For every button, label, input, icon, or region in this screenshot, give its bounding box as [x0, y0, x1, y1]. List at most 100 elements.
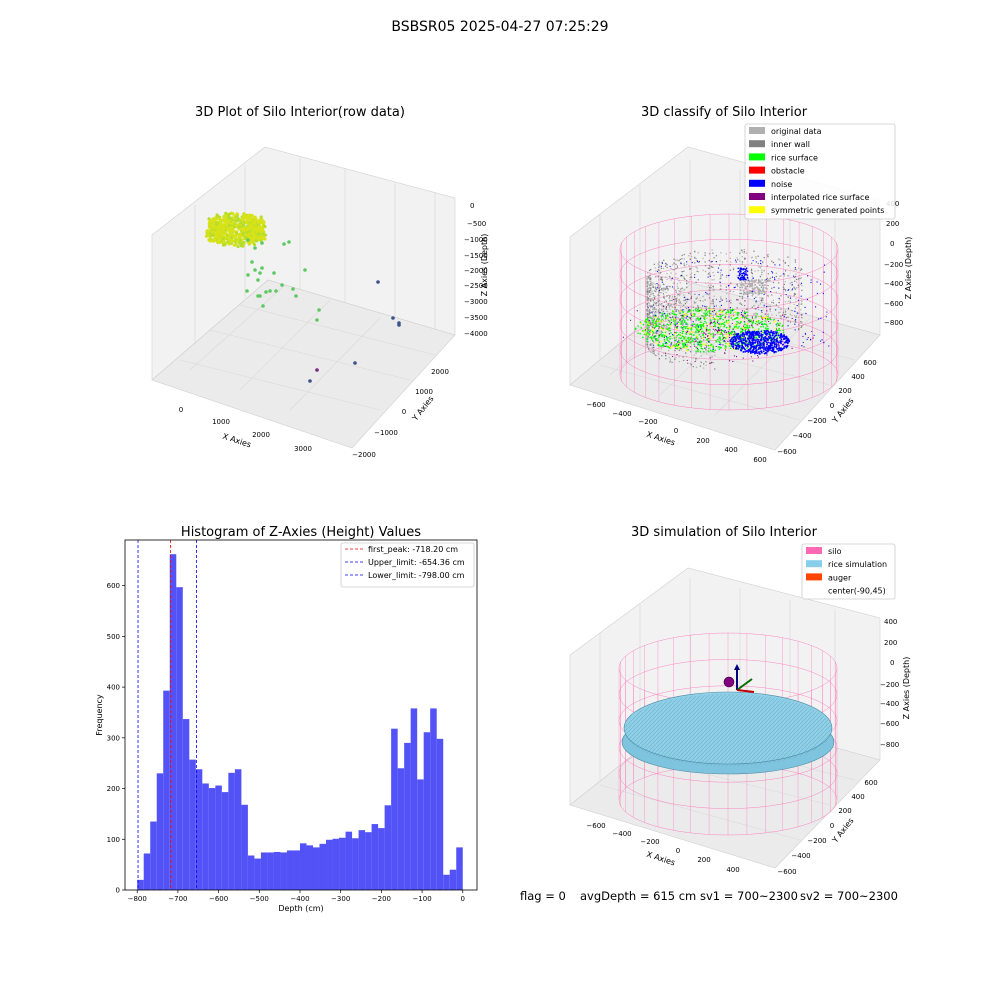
- raw-point: [315, 368, 319, 372]
- classify-point: [687, 298, 689, 301]
- classify-point: [675, 326, 677, 328]
- classify-point: [683, 258, 685, 260]
- classify-point: [690, 267, 693, 270]
- classify-point: [687, 348, 689, 351]
- classify-point: [713, 309, 716, 312]
- classify-point: [769, 322, 771, 325]
- classify-point: [771, 338, 773, 341]
- classify-point: [692, 321, 694, 323]
- classify-point: [775, 272, 778, 275]
- classify-point: [702, 330, 704, 332]
- classify-point: [695, 350, 697, 352]
- classify-point: [686, 330, 689, 333]
- classify-point: [708, 332, 710, 334]
- classify-point: [652, 328, 655, 330]
- raw-ztick: −1000: [464, 236, 488, 244]
- classify-point: [732, 340, 735, 343]
- classify-point: [656, 309, 658, 311]
- classify-point: [746, 311, 748, 314]
- classify-point: [723, 325, 725, 328]
- classify-point: [743, 274, 746, 277]
- classify-point: [674, 319, 677, 322]
- classify-point: [725, 253, 728, 255]
- classify-point: [703, 312, 705, 314]
- classify-point: [676, 347, 679, 350]
- classify-point: [740, 249, 743, 251]
- classify-point: [712, 332, 714, 335]
- classify-point: [783, 316, 785, 318]
- classify-point: [795, 301, 797, 303]
- classify-point: [665, 358, 667, 360]
- classify-point: [655, 354, 657, 357]
- classify-point: [765, 337, 768, 340]
- classify-point: [647, 348, 650, 350]
- classify-point: [759, 266, 761, 268]
- classify-point: [714, 328, 716, 331]
- classify-point: [726, 300, 728, 303]
- classify-point: [738, 274, 740, 277]
- classify-point: [704, 347, 706, 349]
- classify-point: [699, 306, 702, 308]
- classify-point: [701, 314, 703, 317]
- classify-point: [757, 255, 759, 257]
- classify-point: [745, 317, 748, 319]
- hist-xtick-label: −500: [250, 895, 269, 903]
- classify-point: [750, 333, 753, 336]
- hist-ytick-label: 400: [107, 684, 120, 692]
- classify-point: [711, 355, 713, 358]
- classify-point: [763, 340, 766, 343]
- classify-point: [687, 325, 689, 327]
- classify-point: [738, 312, 740, 314]
- classify-point: [785, 293, 787, 296]
- classify-point: [661, 289, 663, 292]
- classify-point: [718, 343, 720, 346]
- classify-xtick: 600: [753, 456, 766, 464]
- classify-point: [677, 287, 679, 289]
- classify-point: [674, 324, 677, 326]
- classify-point: [687, 326, 690, 329]
- classify-point: [694, 326, 697, 329]
- classify-point: [708, 267, 711, 269]
- classify-point: [737, 276, 740, 279]
- raw-ztick: −4000: [464, 330, 488, 338]
- classify-point: [759, 262, 762, 265]
- classify-point: [765, 305, 768, 308]
- classify-point: [726, 292, 728, 295]
- raw-point: [391, 316, 395, 320]
- classify-point: [720, 274, 722, 276]
- classify-point: [673, 318, 676, 320]
- classify-point: [695, 257, 697, 260]
- classify-point: [741, 304, 743, 306]
- classify-point: [700, 355, 702, 357]
- raw-point: [256, 278, 260, 282]
- classify-point: [677, 323, 680, 326]
- classify-point: [759, 316, 761, 318]
- classify-point: [661, 331, 664, 334]
- classify-point: [710, 286, 712, 289]
- legend-label: inner wall: [771, 140, 810, 149]
- classify-point: [740, 284, 743, 287]
- classify-point: [805, 312, 807, 315]
- classify-point: [714, 320, 716, 322]
- raw-point: [268, 289, 272, 293]
- hist-bar: [443, 874, 450, 890]
- classify-point: [736, 312, 739, 314]
- classify-point: [703, 367, 705, 369]
- classify-point: [681, 314, 684, 316]
- classify-point: [675, 338, 677, 341]
- classify-point: [793, 276, 796, 279]
- classify-point: [740, 311, 742, 314]
- classify-point: [660, 267, 663, 269]
- classify-point: [660, 315, 663, 317]
- classify-point: [780, 308, 782, 310]
- classify-point: [696, 341, 699, 344]
- classify-point: [729, 257, 732, 259]
- classify-point: [775, 275, 778, 278]
- classify-point: [690, 314, 692, 316]
- classify-point: [675, 347, 677, 349]
- classify-point: [678, 341, 681, 344]
- classify-point: [823, 271, 825, 273]
- classify-point: [660, 348, 662, 350]
- classify-point: [670, 267, 672, 270]
- classify-point: [688, 282, 690, 284]
